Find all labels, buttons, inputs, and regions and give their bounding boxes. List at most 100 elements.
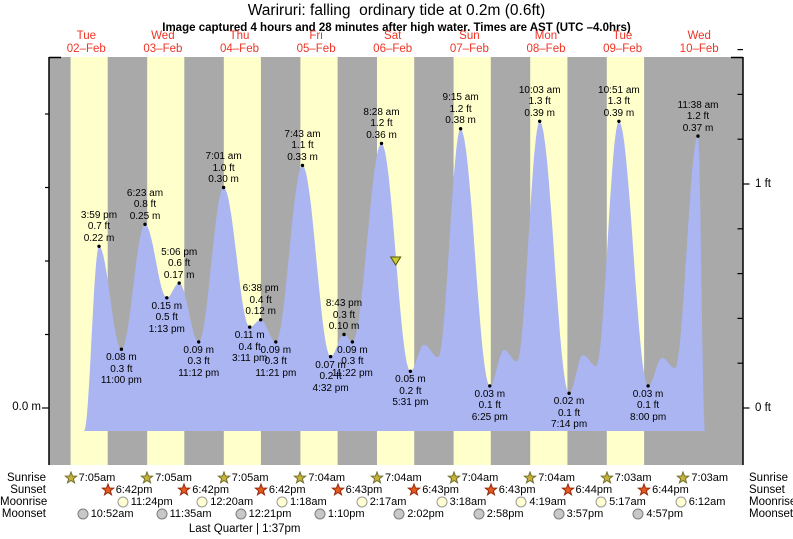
tide-event-dot bbox=[221, 185, 226, 190]
sunset-item: 6:43pm bbox=[407, 482, 459, 497]
sunset-time: 6:43pm bbox=[498, 483, 536, 496]
sunrise-time: 7:04am bbox=[385, 471, 422, 484]
sunset-star-icon bbox=[637, 482, 652, 496]
tide-event-label: 5:06 pm 0.6 ft 0.17 m bbox=[161, 246, 198, 281]
sunset-time: 6:42pm bbox=[192, 483, 229, 496]
page-title: Wariruri: falling ordinary tide at 0.2m … bbox=[247, 2, 546, 19]
moonset-time: 4:57pm bbox=[646, 508, 684, 520]
sunrise-star-icon bbox=[523, 470, 538, 484]
moonrise-item: 5:17am bbox=[594, 495, 646, 509]
tide-event-dot bbox=[259, 318, 263, 322]
moonset-time: 12:21pm bbox=[248, 508, 292, 520]
sunrise-time: 7:04am bbox=[461, 471, 499, 484]
moonrise-time: 1:18am bbox=[290, 495, 327, 508]
sunrise-item: 7:04am bbox=[370, 470, 422, 485]
tide-event-label: 0.02 m 0.1 ft 7:14 pm bbox=[551, 396, 588, 431]
sunrise-item: 7:05am bbox=[63, 470, 116, 485]
day-label: Wed 10–Feb bbox=[679, 30, 719, 55]
moonrise-item: 2:17am bbox=[355, 495, 407, 509]
sunset-star-icon bbox=[483, 482, 498, 496]
tide-event-dot bbox=[617, 119, 621, 124]
moonset-time: 2:02pm bbox=[407, 508, 444, 520]
moonset-item: 11:35am bbox=[155, 507, 212, 521]
tide-event-dot bbox=[177, 281, 181, 285]
day-label: Fri 05–Feb bbox=[296, 30, 336, 55]
tide-event-label: 0.07 m 0.2 ft 4:32 pm bbox=[312, 359, 349, 394]
sunset-time: 6:43pm bbox=[422, 483, 459, 496]
sunrise-star-icon bbox=[216, 470, 231, 484]
sunset-item: 6:44pm bbox=[560, 482, 612, 497]
sunrise-time: 7:05am bbox=[78, 471, 116, 484]
sunrise-star-icon bbox=[676, 470, 691, 484]
moonrise-circle-icon bbox=[675, 496, 687, 507]
page-subtitle: Image captured 4 hours and 28 minutes af… bbox=[162, 22, 631, 34]
tide-event-dot bbox=[408, 369, 413, 373]
sunrise-row-label-right: Sunrise bbox=[749, 471, 788, 484]
tide-event-label: 0.15 m 0.5 ft 1:13 pm bbox=[148, 300, 185, 335]
tide-event-dot bbox=[379, 141, 384, 146]
moonset-circle-icon bbox=[77, 508, 89, 520]
moonrise-row-label-right: Moonrise bbox=[749, 495, 793, 508]
sunset-item: 6:43pm bbox=[483, 482, 536, 497]
moonrise-circle-icon bbox=[117, 496, 129, 507]
day-label: Mon 08–Feb bbox=[526, 30, 566, 55]
sunrise-star-icon bbox=[293, 470, 308, 484]
moonrise-circle-icon bbox=[436, 496, 448, 507]
left-axis-zero-m-label: 0.0 m bbox=[12, 401, 41, 413]
sunrise-time: 7:05am bbox=[155, 471, 192, 484]
tide-event-label: 0.11 m 0.4 ft 3:11 pm bbox=[231, 330, 268, 365]
day-label: Sun 07–Feb bbox=[449, 30, 489, 55]
tide-event-dot bbox=[350, 340, 355, 344]
sunrise-time: 7:04am bbox=[538, 471, 575, 484]
moonset-circle-icon bbox=[553, 508, 565, 520]
sunset-star-icon bbox=[100, 482, 115, 496]
moonset-time: 1:10pm bbox=[327, 508, 365, 520]
sunset-item: 6:44pm bbox=[637, 482, 689, 497]
sunset-item: 6:42pm bbox=[253, 482, 306, 497]
sunrise-item: 7:03am bbox=[599, 470, 652, 485]
moonset-time: 10:52am bbox=[90, 508, 134, 520]
moonrise-time: 2:17am bbox=[369, 495, 407, 508]
sunset-item: 6:42pm bbox=[100, 482, 152, 497]
tide-event-label: 7:43 am 1.1 ft 0.33 m bbox=[284, 128, 321, 163]
sunrise-item: 7:04am bbox=[293, 470, 345, 485]
day-label: Thu 04–Feb bbox=[219, 30, 260, 55]
sunrise-star-icon bbox=[446, 470, 461, 484]
tide-event-label: 0.03 m 0.1 ft 8:00 pm bbox=[630, 388, 667, 423]
moonrise-row-label-left: Moonrise bbox=[0, 495, 48, 508]
tide-event-label: 10:51 am 1.3 ft 0.39 m bbox=[598, 84, 640, 119]
sunrise-item: 7:04am bbox=[446, 470, 499, 485]
sunset-row-label-right: Sunset bbox=[749, 483, 785, 496]
tide-event-label: 0.09 m 0.3 ft 11:21 pm bbox=[255, 344, 297, 379]
moonset-circle-icon bbox=[156, 508, 168, 520]
tide-event-label: 0.03 m 0.1 ft 6:25 pm bbox=[471, 388, 508, 423]
moonrise-circle-icon bbox=[595, 496, 607, 507]
tide-event-dot bbox=[458, 127, 463, 131]
sunrise-star-icon bbox=[370, 470, 384, 484]
sunrise-item: 7:05am bbox=[216, 470, 269, 485]
day-label: Wed 03–Feb bbox=[143, 30, 183, 55]
moonset-circle-icon bbox=[235, 508, 247, 520]
sunrise-item: 7:05am bbox=[140, 470, 192, 485]
sunset-time: 6:43pm bbox=[345, 483, 383, 496]
tide-event-dot bbox=[143, 222, 147, 226]
sunset-star-icon bbox=[253, 482, 268, 496]
sunrise-item: 7:04am bbox=[523, 470, 575, 485]
sunrise-time: 7:05am bbox=[231, 471, 269, 484]
tide-event-label: 0.05 m 0.2 ft 5:31 pm bbox=[392, 374, 429, 409]
moonrise-circle-icon bbox=[515, 496, 527, 507]
tide-event-dot bbox=[328, 354, 333, 359]
tide-event-label: 3:59 pm 0.7 ft 0.22 m bbox=[80, 209, 118, 244]
moonset-item: 1:10pm bbox=[313, 507, 365, 521]
right-axis-zero-ft-label: 0 ft bbox=[755, 402, 771, 414]
moonrise-time: 12:20am bbox=[210, 495, 254, 508]
tide-event-dot bbox=[119, 347, 124, 351]
moonset-circle-icon bbox=[632, 508, 644, 520]
sunset-row-label-left: Sunset bbox=[10, 483, 46, 496]
moonrise-circle-icon bbox=[276, 496, 288, 507]
tide-event-dot bbox=[248, 325, 252, 329]
moonrise-time: 6:12am bbox=[688, 495, 726, 508]
sunset-item: 6:42pm bbox=[177, 482, 229, 497]
capture-time-triangle-icon bbox=[389, 256, 402, 266]
